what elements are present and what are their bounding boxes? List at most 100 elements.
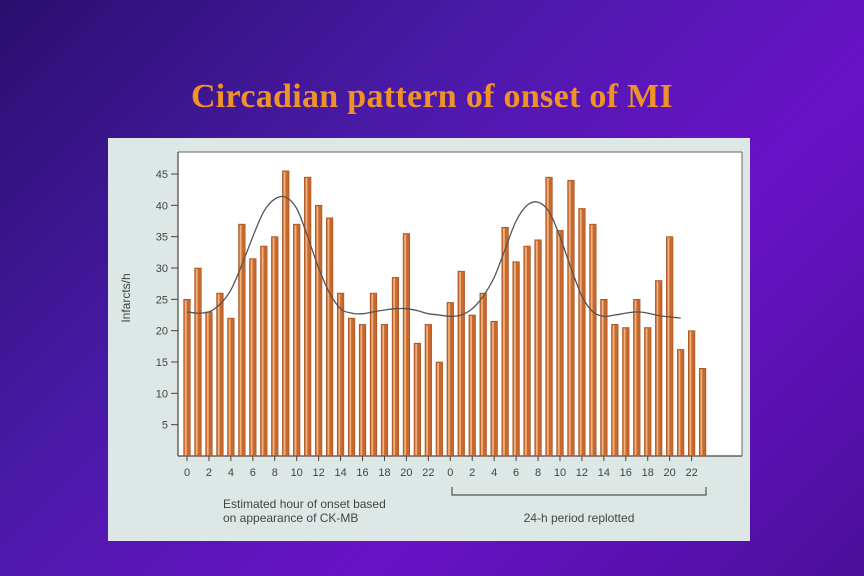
bar-highlight	[470, 316, 472, 455]
bar	[249, 258, 257, 457]
bar	[457, 270, 465, 457]
bar	[435, 361, 443, 457]
bar	[534, 239, 542, 457]
bar	[260, 245, 268, 457]
bar-highlight	[426, 325, 429, 455]
bar	[501, 226, 509, 457]
bar-highlight	[184, 300, 187, 455]
bar-highlight	[239, 225, 242, 455]
bar	[205, 311, 213, 457]
bar	[304, 176, 312, 457]
bar-highlight	[404, 234, 407, 455]
x-tick-label: 14	[598, 467, 610, 479]
x-tick-label: 8	[535, 467, 541, 479]
bar	[446, 302, 454, 457]
bar-highlight	[371, 294, 374, 455]
x-tick-label: 16	[620, 467, 632, 479]
bar-highlight	[667, 237, 670, 455]
x-tick-label: 12	[576, 467, 588, 479]
y-tick-label: 25	[156, 294, 168, 306]
bar-highlight	[250, 259, 253, 455]
x-axis-label-line-2: on appearance of CK-MB	[223, 511, 358, 525]
bar-highlight	[393, 278, 396, 455]
bar-highlight	[700, 369, 703, 455]
bar	[293, 223, 301, 457]
y-tick-label: 40	[156, 200, 168, 212]
bar	[271, 236, 279, 457]
x-tick-label: 4	[491, 467, 497, 479]
bar	[424, 324, 432, 457]
x-tick-label: 18	[642, 467, 654, 479]
bar-highlight	[459, 272, 461, 455]
bar	[545, 176, 553, 457]
bar	[216, 292, 224, 457]
y-axis-label: Infarcts/h	[119, 273, 133, 322]
bar	[490, 320, 498, 457]
bar	[183, 299, 191, 457]
bar	[655, 280, 663, 457]
bar-highlight	[349, 319, 352, 455]
x-tick-label: 0	[447, 467, 453, 479]
figure-panel: 5 10 15 20 25 30 35 40 45 0 2 4 6 8 10 12 14 16 18 20 22 0 2 4…	[108, 138, 750, 541]
bar	[380, 324, 389, 457]
bar-highlight	[415, 344, 418, 455]
bar	[578, 208, 586, 457]
x-tick-label: 20	[400, 467, 412, 479]
bar-highlight	[294, 225, 297, 455]
bar-highlight	[579, 209, 582, 455]
x-tick-label: 10	[554, 467, 566, 479]
bar-highlight	[437, 363, 440, 455]
bar-highlight	[327, 218, 330, 455]
x-tick-label: 16	[356, 467, 368, 479]
x-tick-label: 22	[422, 467, 434, 479]
x-tick-label: 22	[685, 467, 697, 479]
x-tick-label: 6	[250, 467, 256, 479]
bar-highlight	[612, 325, 615, 455]
x-tick-label: 0	[184, 467, 190, 479]
bar	[622, 327, 630, 457]
bar	[600, 299, 608, 457]
slide-title: Circadian pattern of onset of MI	[190, 78, 674, 115]
bar-highlight	[524, 247, 527, 455]
bar-highlight	[535, 240, 538, 455]
bar	[238, 223, 246, 457]
bar-highlight	[634, 300, 637, 455]
y-tick-label: 20	[156, 326, 168, 338]
bar	[227, 317, 235, 457]
bar-highlight	[206, 312, 209, 455]
bar-highlight	[689, 331, 692, 455]
bar-highlight	[546, 178, 549, 455]
bar-highlight	[514, 262, 516, 455]
bar	[358, 324, 367, 457]
x-tick-label: 2	[206, 467, 212, 479]
bar-highlight	[503, 228, 505, 455]
bar	[413, 342, 421, 457]
bar-highlight	[272, 237, 275, 455]
bar-highlight	[261, 247, 264, 455]
bar	[644, 327, 652, 457]
x-axis-label-line-1: Estimated hour of onset based	[223, 497, 386, 511]
bar-highlight	[590, 225, 593, 455]
bar-highlight	[360, 325, 363, 455]
bar-highlight	[195, 269, 198, 455]
y-axis-ticks: 5 10 15 20 25 30 35 40 45	[156, 169, 178, 432]
bar-highlight	[228, 319, 231, 455]
bar-highlight	[382, 325, 385, 455]
bar	[666, 236, 674, 457]
bar-highlight	[557, 231, 560, 455]
x-tick-label: 8	[272, 467, 278, 479]
bar-highlight	[656, 281, 659, 455]
bar	[556, 230, 564, 457]
bar-highlight	[678, 350, 681, 455]
bar-highlight	[481, 294, 483, 455]
bar-highlight	[568, 181, 571, 455]
bar-highlight	[623, 328, 626, 455]
y-tick-label: 15	[156, 357, 168, 369]
bar	[589, 223, 597, 457]
y-tick-label: 45	[156, 169, 168, 181]
bar	[698, 367, 707, 457]
bar-highlight	[217, 294, 220, 455]
bar	[194, 267, 202, 457]
bar	[468, 314, 476, 457]
trend-line	[186, 195, 681, 319]
